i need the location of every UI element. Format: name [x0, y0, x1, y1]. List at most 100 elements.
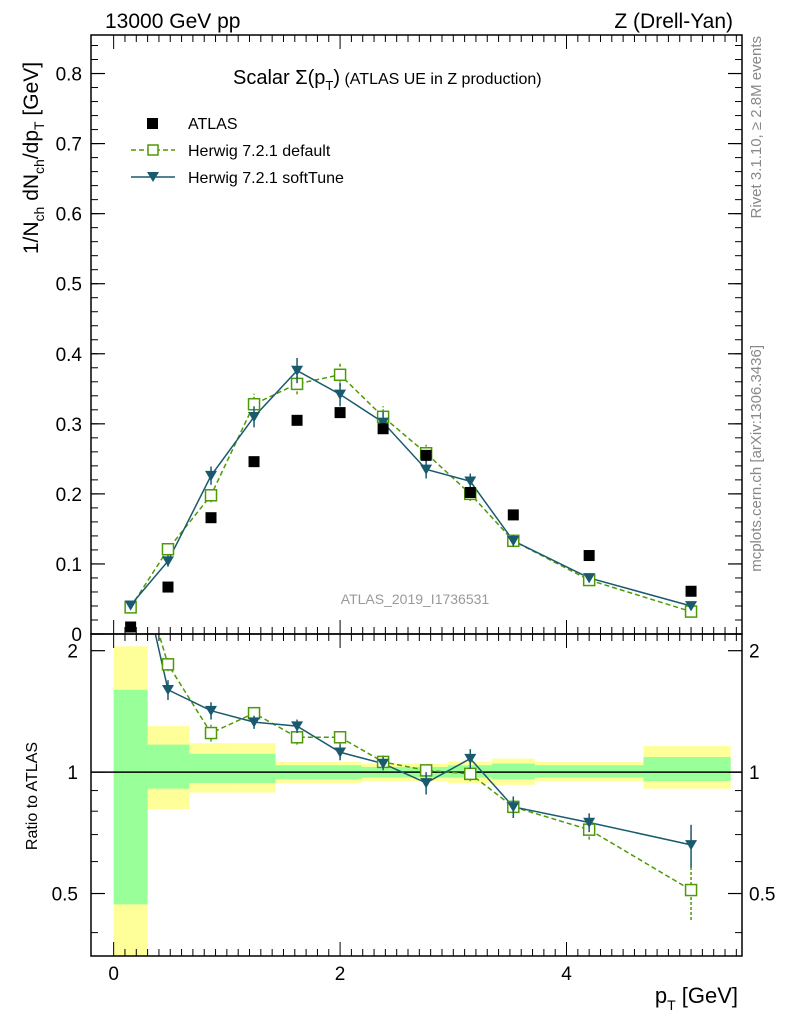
atlas-data-point: [507, 509, 519, 521]
main-marker-layer: [124, 357, 698, 633]
herwig-softtune-point: [291, 365, 304, 376]
ratio-default-line: [158, 634, 692, 891]
ratio-axes: 0.5 0.5 1 1 2 2 0 2 4: [52, 633, 775, 985]
herwig-softtune-point: [507, 536, 520, 547]
main-ytick-label: 0.8: [56, 65, 82, 86]
ratio-default-point: [161, 658, 175, 671]
atlas-data-point: [248, 456, 260, 468]
ratio-ytick-label-right: 2: [749, 642, 760, 663]
herwig-default-point: [333, 368, 347, 382]
legend-default-label: Herwig 7.2.1 default: [188, 143, 331, 160]
ratio-softtune-point: [248, 717, 261, 728]
legend-softtune-label: Herwig 7.2.1 softTune: [188, 170, 344, 187]
ylabel-part-1: 1/N: [20, 221, 43, 254]
atlas-data-point: [162, 581, 174, 593]
atlas-data-point: [420, 449, 432, 461]
main-ytick-label: 0.4: [56, 345, 83, 366]
ratio-series-layer: [154, 634, 692, 891]
main-ytick-label: 0.7: [56, 135, 82, 156]
ratio-default-point: [290, 731, 304, 744]
atlas-data-point: [685, 585, 697, 597]
herwig-softtune-point: [124, 600, 137, 611]
ratio-default-point: [333, 731, 347, 744]
ratio-softtune-point: [161, 684, 174, 696]
ratio-softtune-point: [334, 747, 347, 758]
ratio-default-point: [464, 767, 477, 781]
energy-label: 13000 GeV pp: [105, 10, 240, 33]
atlas-data-point: [334, 407, 346, 419]
ratio-softtune-point: [125, 520, 137, 530]
analysis-watermark: ATLAS_2019_I1736531: [341, 591, 490, 607]
herwig-default-point: [161, 542, 175, 556]
main-ytick-label: 0: [71, 625, 82, 646]
ratio-ytick-label-right: 1: [749, 763, 760, 784]
herwig-softtune-point: [583, 573, 596, 584]
main-ytick-label: 0.3: [56, 415, 82, 436]
herwig-softtune-line: [130, 369, 692, 607]
herwig-default-point: [204, 489, 218, 502]
atlas-data-point: [464, 486, 476, 498]
ylabel-part-2: dN: [20, 174, 43, 207]
main-ytick-label: 0.1: [56, 555, 82, 576]
herwig-softtune-point: [205, 470, 218, 482]
ratio-softtune-point: [291, 721, 304, 732]
ratio-xtick-label: 4: [561, 964, 572, 985]
ratio-ytick-label: 1: [67, 763, 78, 784]
mcplots-label: mcplots.cern.ch [arXiv:1306.3436]: [748, 345, 765, 572]
ratio-xtick-label: 0: [108, 964, 119, 985]
ratio-softtune-point: [377, 758, 390, 769]
xlabel-p: p: [655, 983, 667, 1008]
ratio-default-point: [204, 726, 218, 740]
legend-default-marker: [147, 144, 159, 156]
atlas-data-point: [377, 423, 389, 435]
ratio-default-point: [684, 883, 698, 897]
main-ytick-label: 0.2: [56, 485, 82, 506]
ratio-band-green: [232, 753, 276, 783]
chart-title-rest: (ATLAS UE in Z production): [340, 71, 542, 88]
ratio-softtune-point: [420, 778, 433, 789]
ratio-frame: [90, 633, 743, 957]
legend-atlas-label: ATLAS: [188, 116, 238, 133]
herwig-softtune-point: [420, 464, 433, 475]
ratio-y-axis-label: Ratio to ATLAS: [24, 742, 41, 850]
xlabel-unit: [GeV]: [676, 983, 738, 1008]
chart-title-main: Scalar Σ(p: [233, 67, 325, 89]
chart-title: Scalar Σ(pT) (ATLAS UE in Z production): [233, 67, 542, 93]
ratio-softtune-line: [154, 634, 692, 846]
legend: ATLAS Herwig 7.2.1 default Herwig 7.2.1 …: [131, 116, 344, 187]
main-y-axis-label: 1/Nch dNch/dpT [GeV]: [20, 62, 47, 254]
atlas-data-point: [291, 414, 303, 426]
main-series-layer: [129, 369, 692, 613]
rivet-label: Rivet 3.1.10, ≥ 2.8M events: [748, 36, 765, 219]
ratio-xtick-label: 2: [335, 964, 346, 985]
ratio-ytick-label: 2: [67, 642, 78, 663]
atlas-data-point: [125, 621, 137, 633]
ratio-softtune-point: [464, 753, 477, 765]
herwig-softtune-point: [377, 417, 390, 428]
ratio-default-point: [125, 533, 136, 544]
ylabel-part-3: /dp: [20, 130, 43, 159]
x-axis-label: pT [GeV]: [655, 983, 738, 1013]
ratio-band-green: [643, 757, 731, 782]
ratio-band-green: [534, 765, 644, 778]
main-ytick-label: 0.5: [56, 275, 82, 296]
ratio-band-green: [189, 753, 233, 783]
legend-softtune-marker: [147, 172, 159, 182]
xlabel-sub-t: T: [667, 997, 676, 1013]
ratio-softtune-point: [507, 802, 520, 813]
process-label: Z (Drell-Yan): [614, 10, 733, 33]
ylabel-sub-ch-2: ch: [31, 159, 47, 174]
ratio-softtune-point: [685, 840, 698, 851]
ratio-ytick-label: 0.5: [52, 885, 78, 906]
ylabel-sub-ch-1: ch: [31, 207, 47, 222]
herwig-softtune-point: [248, 412, 261, 423]
ratio-softtune-point: [205, 705, 218, 717]
herwig-softtune-point: [334, 389, 347, 400]
main-axes: 0 0.1 0.2 0.3 0.4 0.5 0.6 0.7 0.8: [56, 34, 743, 646]
ylabel-part-4: [GeV]: [20, 62, 43, 122]
ratio-marker-layer: [125, 520, 698, 920]
atlas-data-point: [205, 512, 217, 524]
herwig-softtune-point: [685, 601, 698, 612]
herwig-softtune-point: [464, 476, 477, 487]
